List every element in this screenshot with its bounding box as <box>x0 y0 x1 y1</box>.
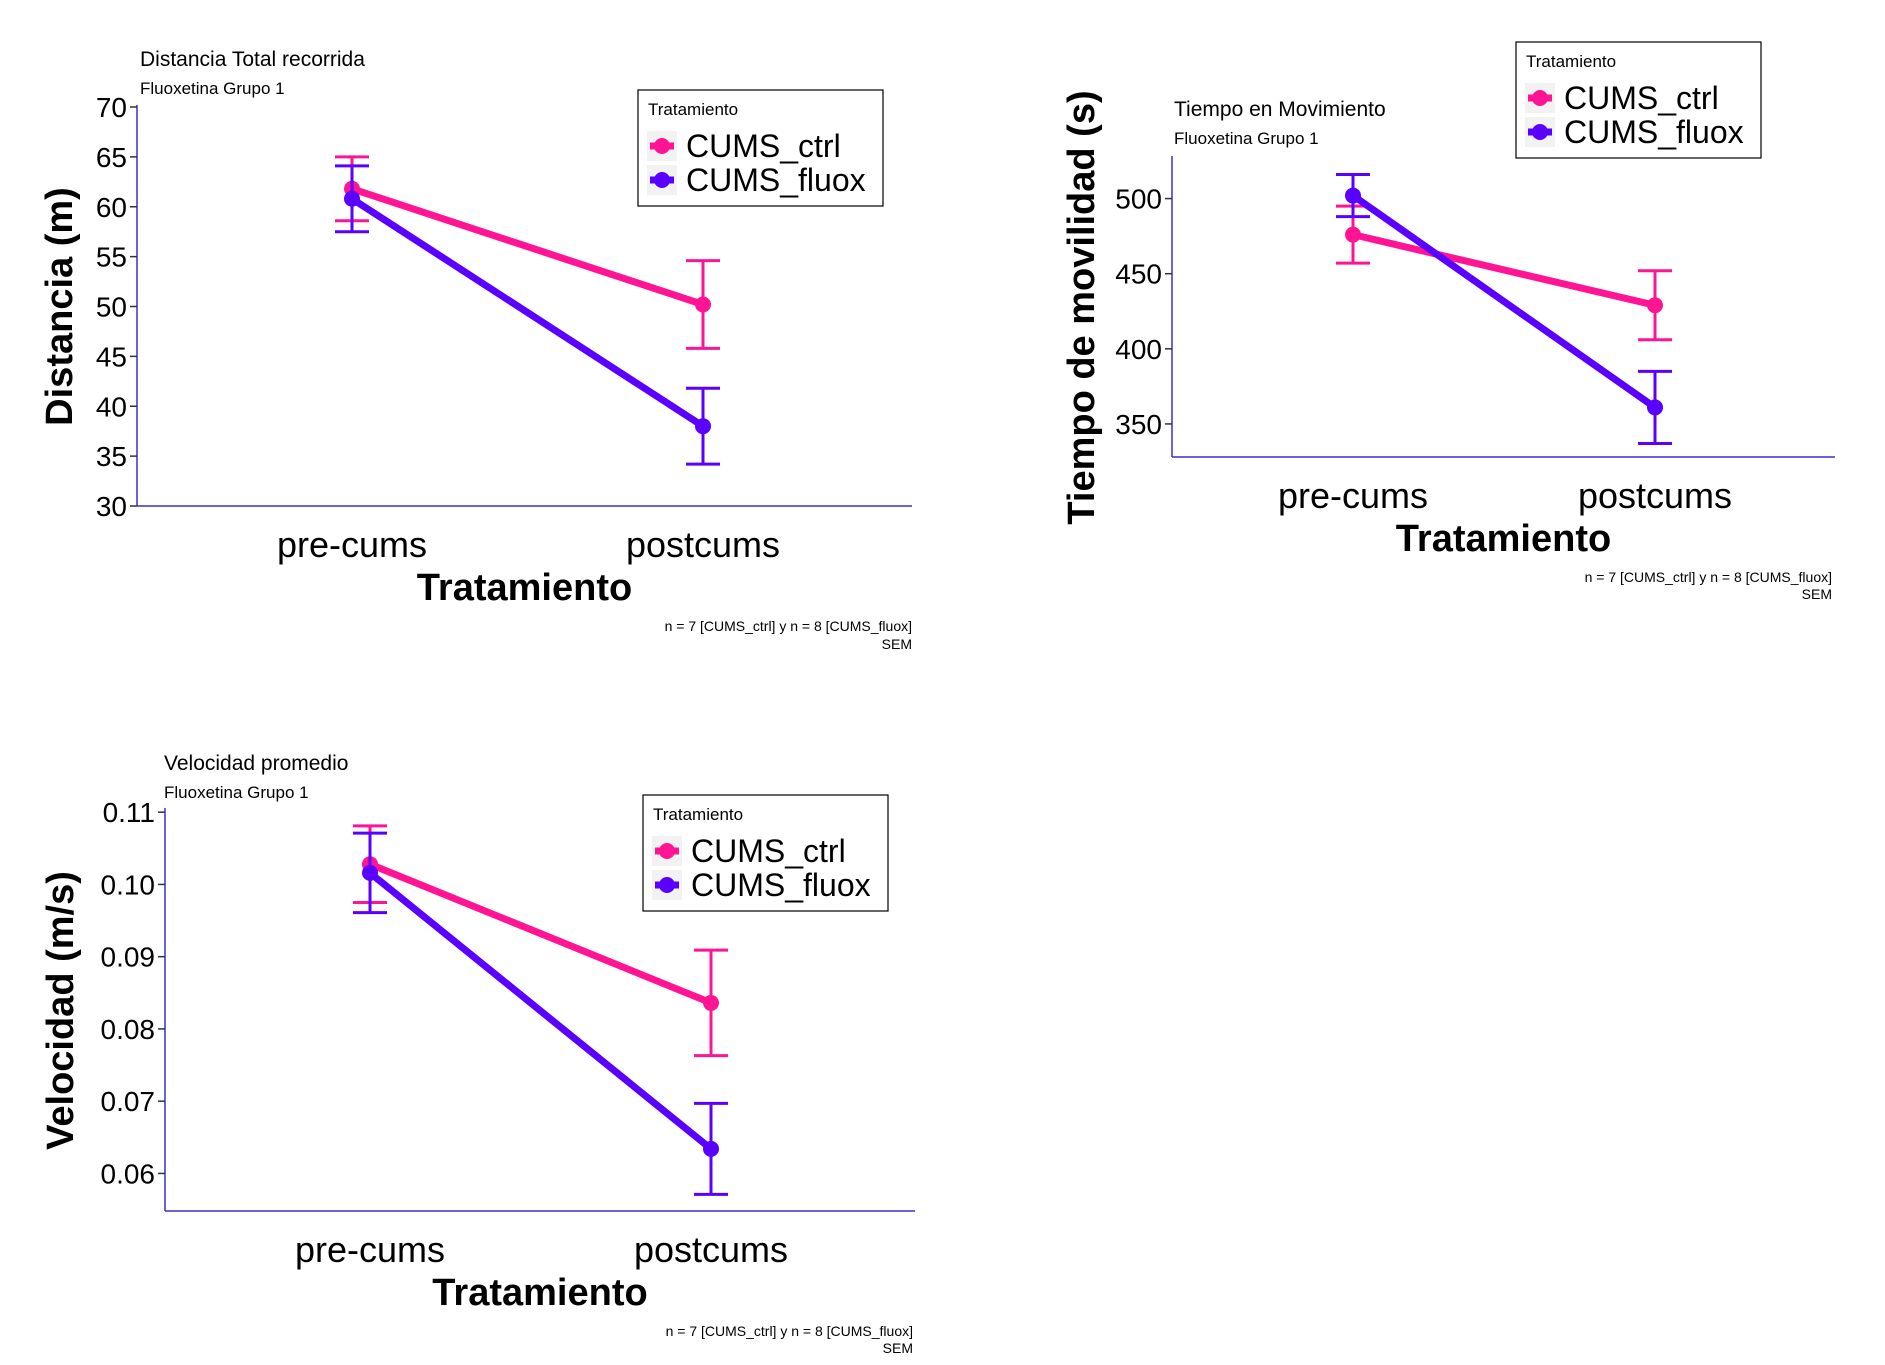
series-line <box>366 860 715 1007</box>
legend-label: CUMS_fluox <box>686 162 866 198</box>
series-line <box>348 195 707 430</box>
y-tick-label: 350 <box>1115 409 1162 440</box>
legend-label: CUMS_fluox <box>1564 114 1744 150</box>
data-point <box>703 1140 719 1157</box>
legend-label: CUMS_ctrl <box>686 128 841 164</box>
data-point <box>362 864 378 881</box>
chart-title: Distancia Total recorrida <box>140 48 365 71</box>
chart-panel-3: Velocidad promedio Fluoxetina Grupo 1 0.06… <box>40 752 915 1356</box>
y-tick-label: 0.08 <box>101 1014 156 1045</box>
x-tick-label: pre-cums <box>295 1229 445 1270</box>
legend-key-point <box>654 172 670 188</box>
chart-caption-sem: SEM <box>883 1340 913 1356</box>
y-tick-label: 500 <box>1115 184 1162 215</box>
y-axis-title: Distancia (m) <box>39 187 81 426</box>
legend-title: Tratamiento <box>648 100 738 119</box>
y-tick-label: 0.07 <box>101 1086 156 1117</box>
data-point <box>1647 297 1663 314</box>
legend-key-point <box>1532 90 1548 106</box>
legend-key-point <box>659 843 675 859</box>
series-line <box>348 185 707 309</box>
data-point <box>1345 226 1361 243</box>
y-tick-label: 70 <box>96 92 127 123</box>
x-tick-label: pre-cums <box>277 524 427 565</box>
data-point <box>1345 187 1361 204</box>
series-cums-fluox <box>353 831 728 1196</box>
y-tick-label: 40 <box>96 391 127 422</box>
x-axis-title: Tratamiento <box>417 567 632 609</box>
legend-key-point <box>659 877 675 893</box>
x-tick-label: postcums <box>626 524 780 565</box>
series-cums-fluox <box>1336 173 1672 445</box>
x-axis-title: Tratamiento <box>432 1272 647 1314</box>
y-tick-label: 50 <box>96 292 127 323</box>
chart-subtitle: Fluoxetina Grupo 1 <box>164 783 309 802</box>
y-axis-title: Tiempo de movilidad (s) <box>1061 90 1103 524</box>
legend-label: CUMS_ctrl <box>1564 80 1719 116</box>
x-axis-title: Tratamiento <box>1396 518 1611 560</box>
chart-caption: n = 7 [CUMS_ctrl] y n = 8 [CUMS_fluox] <box>1585 569 1832 585</box>
y-tick-label: 0.10 <box>101 869 156 900</box>
chart-panel-1: Distancia Total recorrida Fluoxetina Grup… <box>39 48 912 652</box>
series-line <box>366 869 715 1153</box>
series-cums-ctrl <box>1336 204 1672 342</box>
y-tick-label: 0.09 <box>101 942 156 973</box>
legend-title: Tratamiento <box>1526 52 1616 71</box>
legend-key-point <box>654 138 670 154</box>
series-cums-fluox <box>335 164 720 466</box>
x-tick-label: postcums <box>1578 475 1732 516</box>
y-tick-label: 55 <box>96 242 127 273</box>
legend-label: CUMS_ctrl <box>691 833 846 869</box>
series-line <box>1349 231 1659 309</box>
chart-title: Velocidad promedio <box>164 752 348 775</box>
y-tick-label: 60 <box>96 192 127 223</box>
chart-caption-sem: SEM <box>882 636 912 652</box>
data-point <box>344 190 360 207</box>
y-tick-label: 0.06 <box>101 1158 156 1189</box>
chart-caption: n = 7 [CUMS_ctrl] y n = 8 [CUMS_fluox] <box>666 1323 913 1339</box>
legend-title: Tratamiento <box>653 805 743 824</box>
y-tick-label: 0.11 <box>103 797 155 828</box>
y-axis-title: Velocidad (m/s) <box>40 871 82 1150</box>
data-point <box>1647 399 1663 416</box>
legend-label: CUMS_fluox <box>691 867 871 903</box>
chart-caption-sem: SEM <box>1802 586 1832 602</box>
chart-subtitle: Fluoxetina Grupo 1 <box>140 79 285 98</box>
x-tick-label: postcums <box>634 1229 788 1270</box>
chart-title: Tiempo en Movimiento <box>1174 98 1386 121</box>
y-tick-label: 65 <box>96 142 127 173</box>
data-point <box>695 418 711 435</box>
series-line <box>1349 192 1659 411</box>
chart-subtitle: Fluoxetina Grupo 1 <box>1174 129 1319 148</box>
legend-box <box>1515 41 1762 159</box>
y-tick-label: 450 <box>1115 259 1162 290</box>
legend-box <box>637 89 884 207</box>
chart-caption: n = 7 [CUMS_ctrl] y n = 8 [CUMS_fluox] <box>665 618 912 634</box>
data-point <box>695 296 711 313</box>
legend-key-point <box>1532 124 1548 140</box>
data-point <box>703 994 719 1011</box>
y-tick-label: 400 <box>1115 334 1162 365</box>
y-tick-label: 35 <box>96 441 127 472</box>
y-tick-label: 45 <box>96 341 127 372</box>
legend-box <box>642 794 889 912</box>
x-tick-label: pre-cums <box>1278 475 1428 516</box>
y-tick-label: 30 <box>96 491 127 522</box>
chart-panel-2: Tiempo en Movimiento Fluoxetina Grupo 1 35… <box>1061 41 1835 602</box>
